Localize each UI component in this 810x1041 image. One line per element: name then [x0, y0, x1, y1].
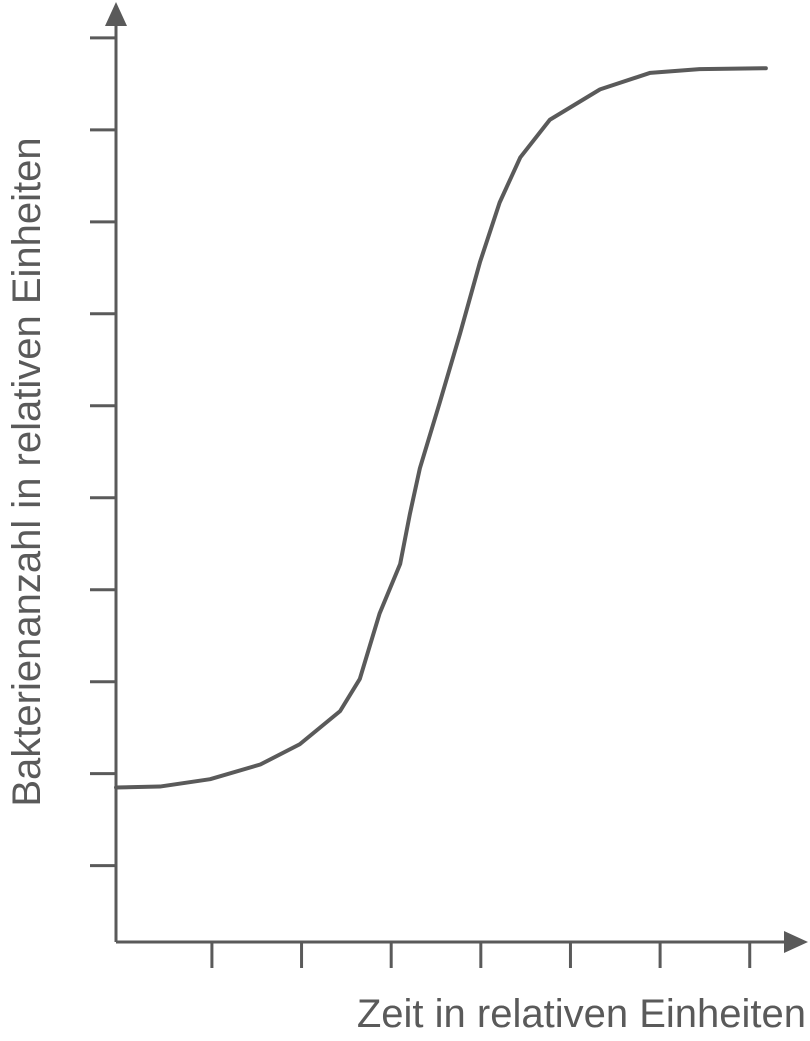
x-axis-arrow [784, 931, 808, 953]
y-axis-arrow [105, 2, 127, 26]
growth-curve [114, 66, 768, 790]
y-axis-label: Bakterienanzahl in relativen Einheiten [5, 137, 49, 806]
x-axis-label: Zeit in relativen Einheiten [357, 992, 806, 1036]
